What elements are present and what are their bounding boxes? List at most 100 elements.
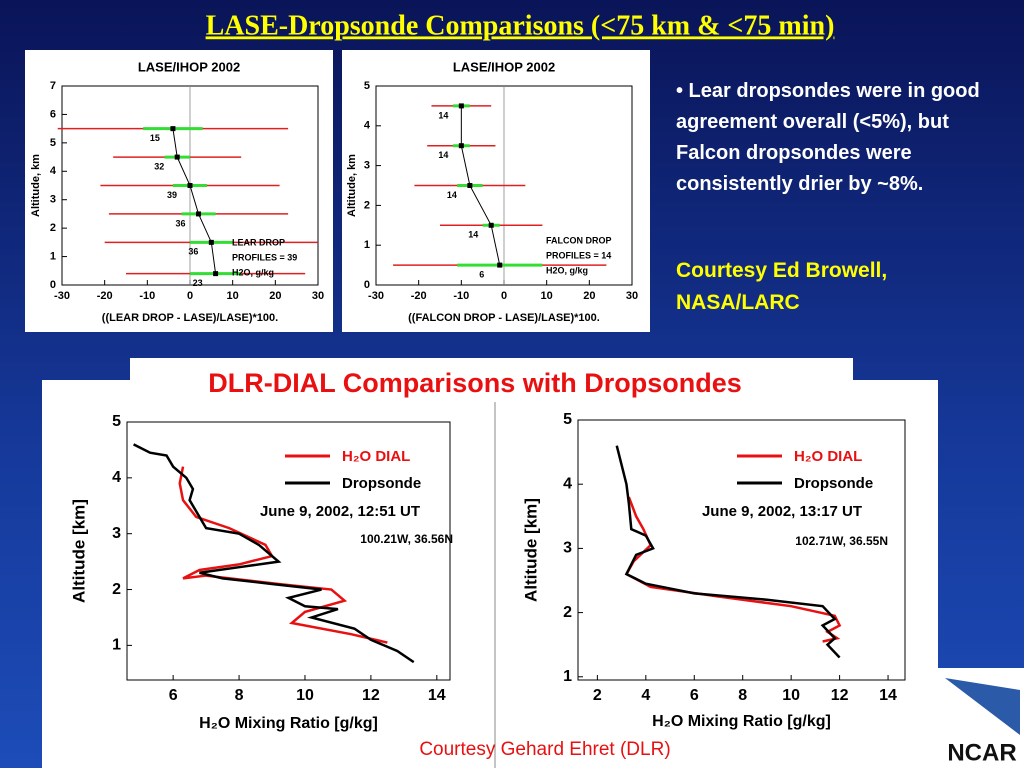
point [458,103,464,109]
section-title-box [130,358,853,402]
x-tick-label: 14 [879,687,897,704]
y-tick-label: 4 [563,475,572,492]
annotation: H2O, g/kg [546,265,588,275]
point [488,222,494,228]
annotation: LEAR DROP [232,237,285,247]
x-tick-label: 2 [593,687,602,704]
y-tick-label: 4 [112,469,121,486]
x-tick-label: -30 [368,290,384,302]
x-tick-label: -20 [411,290,427,302]
plot-frame [577,419,906,681]
x-axis-label: ((FALCON DROP - LASE)/LASE)*100. [408,312,600,324]
x-tick-label: 14 [428,687,446,704]
y-tick-label: 0 [50,279,56,291]
x-tick-label: 8 [235,687,244,704]
courtesy-top: Courtesy Ed Browell, NASA/LARC [676,259,888,314]
x-axis-label: ((LEAR DROP - LASE)/LASE)*100. [102,312,278,324]
legend-label: H₂O DIAL [342,448,410,465]
x-axis-label: H₂O Mixing Ratio [g/kg] [652,713,831,730]
y-tick-label: 3 [364,160,370,172]
annotation: June 9, 2002, 13:17 UT [702,503,862,520]
x-axis-label: H₂O Mixing Ratio [g/kg] [199,715,378,732]
point [187,183,193,188]
point-count: 6 [479,269,484,279]
y-tick-label: 2 [364,199,370,211]
y-tick-label: 2 [50,222,56,234]
profile-line [133,443,415,664]
y-axis-label: Altitude [km] [69,499,88,603]
point [174,154,180,160]
point [497,262,503,268]
annotation: 102.71W, 36.55N [795,534,888,548]
y-tick-label: 2 [112,581,121,598]
point-count: 39 [167,190,177,200]
annotation: FALCON DROP [546,235,612,245]
x-tick-label: 30 [312,290,324,302]
chart-panel [25,50,333,332]
x-tick-label: 10 [782,687,800,704]
x-tick-label: 4 [641,687,650,704]
y-tick-label: 4 [50,165,57,177]
point-count: 23 [193,278,203,288]
legend-label: Dropsonde [342,475,421,492]
y-tick-label: 0 [364,279,370,291]
point [467,183,473,188]
y-tick-label: 7 [50,80,56,92]
logo: NCAR [947,739,1016,766]
y-tick-label: 3 [112,525,121,542]
y-tick-label: 1 [50,250,56,262]
point-count: 36 [176,218,186,228]
point [208,239,214,245]
bullet-text: • Lear dropsondes were in good agreement… [676,80,980,195]
x-tick-label: 12 [362,687,380,704]
chart-title: LASE/IHOP 2002 [453,59,555,74]
y-tick-label: 2 [563,604,572,621]
point [458,143,464,149]
x-tick-label: 20 [583,290,595,302]
x-tick-label: -20 [97,290,113,302]
x-tick-label: -10 [139,290,155,302]
point [170,126,176,132]
annotation: H2O, g/kg [232,267,274,277]
point-count: 32 [154,161,164,171]
annotation: PROFILES = 39 [232,252,297,262]
point [196,211,202,217]
legend-label: H₂O DIAL [794,448,862,465]
annotation: PROFILES = 14 [546,250,611,260]
x-tick-label: 12 [831,687,849,704]
point-count: 14 [447,190,457,200]
chart-panel [342,50,650,332]
y-tick-label: 5 [112,413,121,430]
profile-line [615,445,841,659]
profile-line [178,466,388,644]
y-axis-label: Altitude, km [346,154,358,217]
x-tick-label: 30 [626,290,638,302]
x-tick-label: -10 [453,290,469,302]
y-tick-label: 3 [563,540,572,557]
y-tick-label: 1 [364,239,370,251]
lower-panel [42,380,938,768]
x-tick-label: 6 [690,687,699,704]
section-title: DLR-DIAL Comparisons with Dropsondes [208,368,742,398]
plot-frame [126,421,451,681]
logo-mark [945,678,1020,735]
x-tick-label: 0 [501,290,507,302]
y-tick-label: 6 [50,108,56,120]
x-tick-label: 10 [227,290,239,302]
point-count: 14 [438,150,448,160]
annotation: June 9, 2002, 12:51 UT [260,503,420,520]
point-count: 14 [438,110,448,120]
x-tick-label: -30 [54,290,70,302]
profile-line [172,128,217,274]
y-tick-label: 1 [563,668,572,685]
point-count: 15 [150,133,160,143]
point-count: 36 [188,247,198,257]
x-tick-label: 20 [269,290,281,302]
point [213,271,219,277]
x-tick-label: 8 [738,687,747,704]
courtesy-bottom: Courtesy Gehard Ehret (DLR) [419,739,670,760]
point-count: 14 [468,230,478,240]
chart-title: LASE/IHOP 2002 [138,59,240,74]
